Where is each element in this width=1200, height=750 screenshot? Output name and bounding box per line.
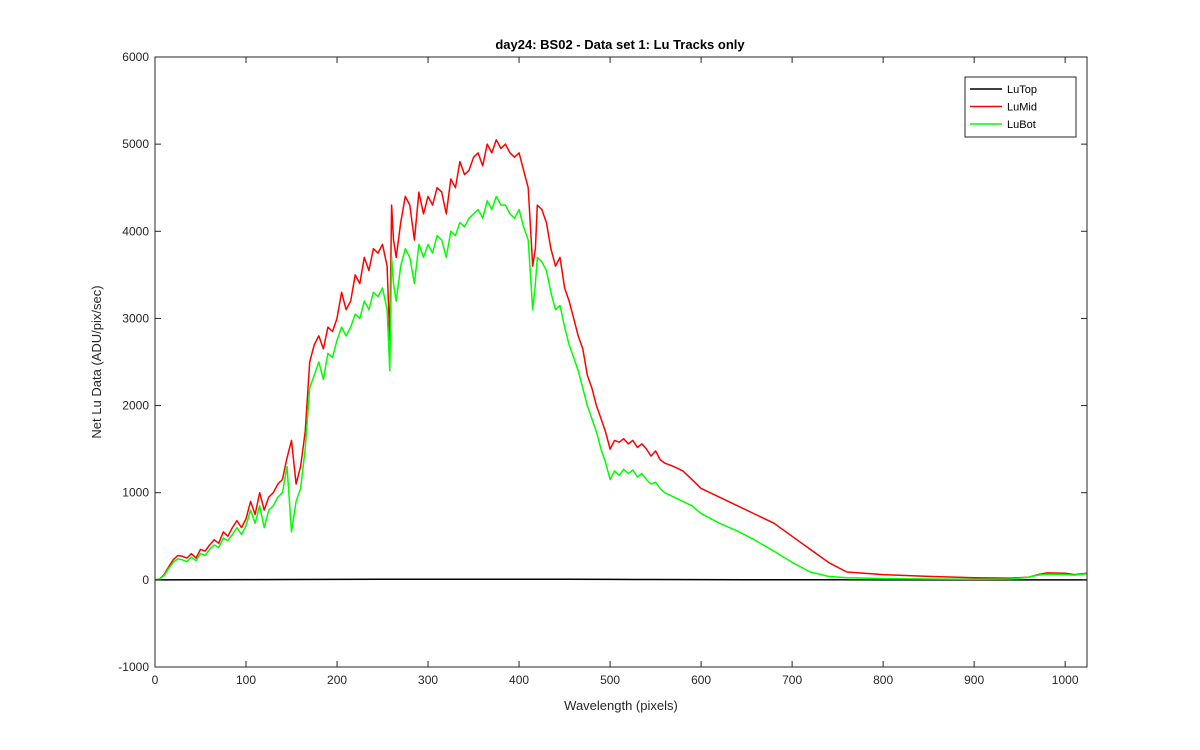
series-line-lumid bbox=[154, 139, 1088, 581]
x-tick-label: 1000 bbox=[1052, 673, 1079, 687]
y-tick-label: 2000 bbox=[122, 399, 149, 413]
y-tick-label: 6000 bbox=[122, 50, 149, 64]
ticks-layer: 0 100 200 300 400 500 600 700 800 900 1000-1000010… bbox=[118, 50, 1087, 687]
y-tick-label: 3000 bbox=[122, 311, 149, 325]
chart-title: day24: BS02 - Data set 1: Lu Tracks only bbox=[495, 37, 745, 52]
y-tick-label: 1000 bbox=[122, 486, 149, 500]
legend-label-lutop: LuTop bbox=[1007, 84, 1037, 96]
axes-box bbox=[154, 56, 1088, 668]
legend-label-lumid: LuMid bbox=[1007, 102, 1037, 114]
x-axis-title: Wavelength (pixels) bbox=[564, 698, 678, 713]
series-layer bbox=[154, 139, 1088, 581]
x-tick-label: 700 bbox=[782, 673, 802, 687]
y-tick-label: 0 bbox=[142, 573, 149, 587]
x-tick-label: 200 bbox=[327, 673, 347, 687]
y-tick-label: -1000 bbox=[118, 660, 149, 674]
legend-label-lubot: LuBot bbox=[1007, 119, 1036, 131]
series-line-lubot bbox=[154, 195, 1088, 581]
series-line-lutop bbox=[154, 578, 1087, 581]
x-tick-label: 0 bbox=[152, 673, 159, 687]
legend: LuTop LuMid LuBot bbox=[964, 76, 1077, 138]
x-tick-label: 300 bbox=[418, 673, 438, 687]
x-tick-label: 900 bbox=[964, 673, 984, 687]
x-tick-label: 800 bbox=[873, 673, 893, 687]
x-tick-label: 100 bbox=[236, 673, 256, 687]
y-tick-label: 4000 bbox=[122, 224, 149, 238]
y-axis-title: Net Lu Data (ADU/pix/sec) bbox=[89, 285, 104, 438]
x-tick-label: 400 bbox=[509, 673, 529, 687]
x-tick-label: 600 bbox=[691, 673, 711, 687]
x-tick-label: 500 bbox=[600, 673, 620, 687]
y-tick-label: 5000 bbox=[122, 137, 149, 151]
